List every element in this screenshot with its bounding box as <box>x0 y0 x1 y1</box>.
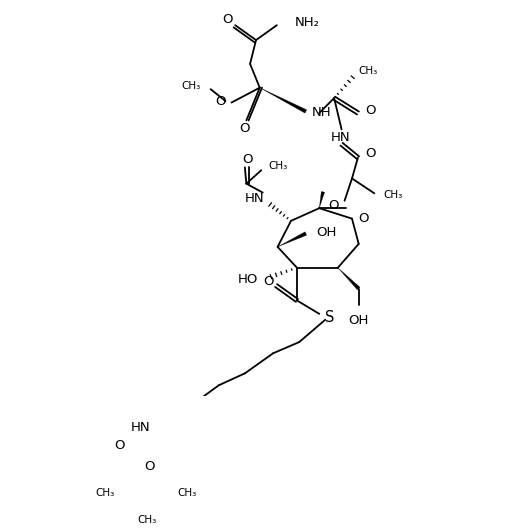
Polygon shape <box>260 88 307 113</box>
Text: CH₃: CH₃ <box>95 488 114 498</box>
Text: CH₃: CH₃ <box>269 161 288 171</box>
Text: NH: NH <box>312 107 332 119</box>
Text: O: O <box>365 104 376 116</box>
Text: O: O <box>328 199 339 212</box>
Text: NH₂: NH₂ <box>295 16 320 29</box>
Text: HN: HN <box>131 421 150 434</box>
Text: O: O <box>264 275 274 288</box>
Text: HO: HO <box>238 273 258 286</box>
Text: O: O <box>114 439 125 452</box>
Text: CH₃: CH₃ <box>181 81 200 91</box>
Text: HN: HN <box>330 131 350 144</box>
Text: OH: OH <box>316 226 337 238</box>
Text: O: O <box>358 212 368 225</box>
Text: CH₃: CH₃ <box>383 190 402 200</box>
Polygon shape <box>319 192 325 208</box>
Text: O: O <box>215 95 225 108</box>
Text: O: O <box>223 13 233 27</box>
Text: HN: HN <box>244 192 264 205</box>
Text: O: O <box>145 460 155 473</box>
Text: S: S <box>325 310 335 325</box>
Polygon shape <box>338 268 360 290</box>
Polygon shape <box>278 232 307 247</box>
Text: CH₃: CH₃ <box>177 488 196 498</box>
Text: O: O <box>240 122 250 135</box>
Text: CH₃: CH₃ <box>358 66 378 76</box>
Text: O: O <box>242 153 252 166</box>
Text: OH: OH <box>349 314 369 327</box>
Text: O: O <box>365 147 376 160</box>
Text: CH₃: CH₃ <box>138 516 157 526</box>
